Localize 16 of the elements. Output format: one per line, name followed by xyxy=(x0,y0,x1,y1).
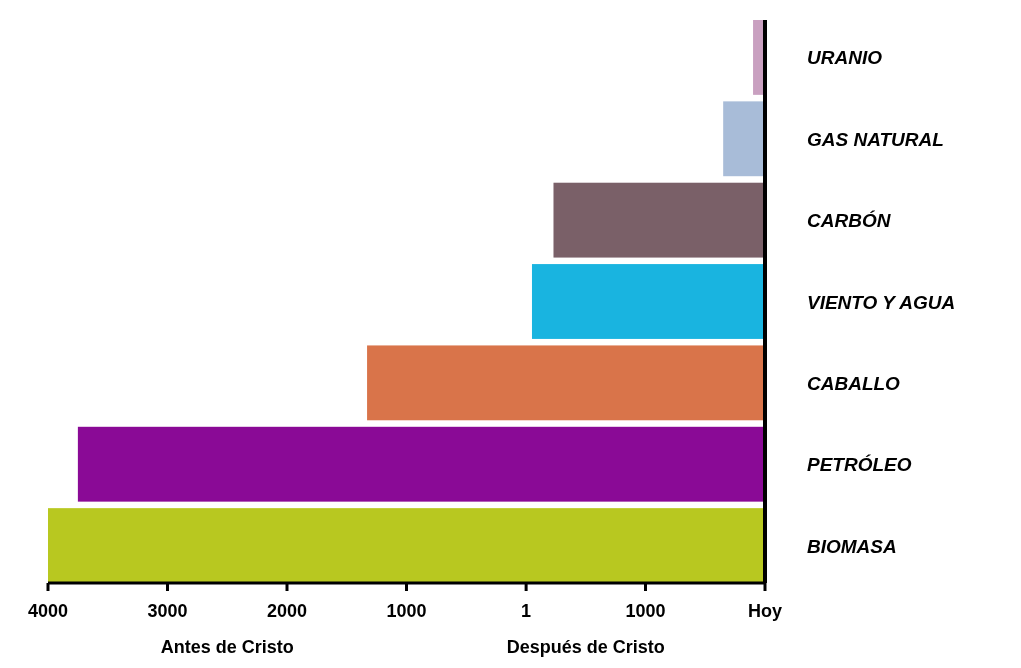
y-tick-label: CARBÓN xyxy=(807,210,892,232)
text: Después de Cristo xyxy=(506,637,665,657)
x-tick-label: Hoy xyxy=(747,601,783,621)
x-tick-label: 3000 xyxy=(147,601,188,621)
y-tick-label: GAS NATURAL xyxy=(807,128,944,150)
x-tick-label: 1 xyxy=(521,601,532,621)
y-tick-label: BIOMASA xyxy=(807,535,897,557)
x-tick-label: 2000 xyxy=(266,601,308,621)
y-tick-label: CABALLO xyxy=(807,372,901,394)
y-tick-label: VIENTO Y AGUA xyxy=(807,291,956,313)
x-tick-label: 4000 xyxy=(27,601,69,621)
y-tick-label: PETRÓLEO xyxy=(807,454,912,476)
text: Antes de Cristo xyxy=(160,637,294,657)
x-tick-label: 1000 xyxy=(625,601,666,621)
y-tick-label: URANIO xyxy=(807,47,883,69)
x-tick-label: 1000 xyxy=(386,601,427,621)
